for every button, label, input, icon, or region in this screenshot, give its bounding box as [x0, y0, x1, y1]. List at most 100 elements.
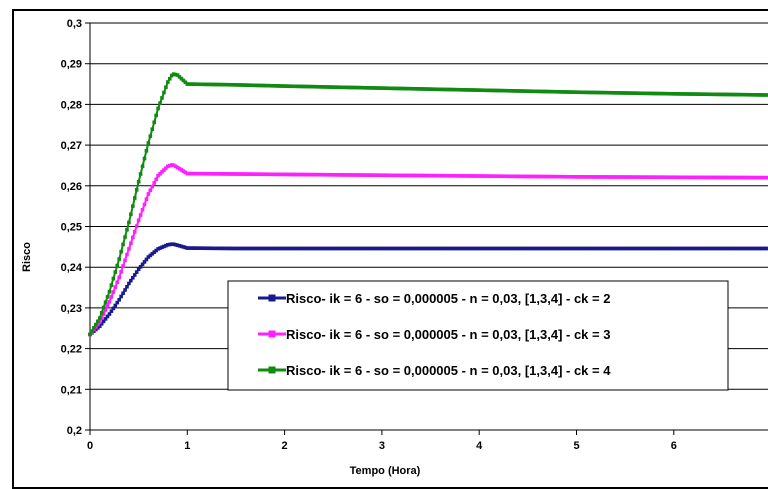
data-point — [751, 246, 756, 251]
data-point — [395, 246, 400, 251]
data-point — [298, 84, 302, 89]
data-point — [461, 174, 466, 178]
data-point — [675, 175, 680, 180]
data-point — [321, 85, 326, 89]
data-point — [761, 175, 766, 180]
data-point — [201, 246, 205, 251]
data-point — [415, 87, 419, 91]
data-point — [689, 92, 694, 96]
data-point — [169, 73, 174, 78]
data-point — [734, 246, 738, 251]
data-point — [107, 299, 112, 304]
data-point — [590, 90, 594, 95]
data-point — [648, 175, 653, 179]
data-point — [311, 172, 316, 177]
data-point — [374, 86, 378, 90]
data-point — [726, 175, 731, 180]
data-point — [105, 314, 110, 319]
data-point — [94, 322, 98, 327]
data-point — [173, 164, 178, 169]
data-point — [485, 88, 489, 93]
data-point — [644, 246, 649, 251]
data-point — [173, 72, 178, 77]
data-point — [724, 246, 729, 251]
x-tick-label: 2 — [282, 440, 288, 452]
data-point — [652, 246, 657, 251]
data-point — [697, 175, 701, 180]
data-point — [755, 93, 760, 97]
data-point — [477, 88, 481, 92]
data-point — [559, 246, 563, 251]
data-point — [502, 174, 507, 179]
data-point — [598, 246, 602, 251]
data-point — [483, 174, 487, 178]
data-point — [286, 84, 291, 88]
data-point — [588, 90, 592, 95]
data-point — [366, 173, 371, 177]
data-point — [109, 283, 114, 287]
data-point — [117, 275, 121, 280]
data-point — [333, 246, 337, 251]
legend: Risco- ik = 6 - so = 0,000005 - n = 0,03… — [227, 280, 729, 391]
data-point — [650, 246, 655, 251]
data-point — [555, 89, 559, 94]
data-point — [716, 175, 721, 180]
data-point — [364, 173, 369, 177]
data-point — [469, 174, 474, 178]
data-point — [664, 175, 668, 180]
data-point — [734, 175, 738, 180]
data-point — [693, 246, 698, 251]
data-point — [166, 243, 170, 247]
data-point — [631, 175, 635, 179]
data-point — [350, 85, 355, 90]
data-point — [638, 175, 643, 179]
data-point — [90, 329, 94, 333]
data-point — [753, 93, 758, 97]
data-point — [580, 90, 585, 95]
data-point — [356, 173, 361, 177]
data-point — [251, 83, 256, 88]
data-point — [730, 175, 734, 180]
data-point — [707, 175, 711, 180]
data-point — [300, 84, 304, 89]
x-tick-label: 3 — [379, 440, 385, 452]
data-point — [765, 93, 768, 97]
data-point — [269, 172, 273, 177]
data-point — [613, 175, 618, 179]
data-point — [276, 246, 281, 251]
data-point — [138, 213, 143, 217]
data-point — [156, 247, 160, 251]
data-point — [436, 173, 441, 178]
data-point — [712, 246, 717, 251]
data-point — [514, 246, 518, 251]
data-point — [757, 93, 762, 97]
data-point — [646, 246, 651, 251]
data-point — [615, 91, 620, 95]
legend-item: Risco- ik = 6 - so = 0,000005 - n = 0,03… — [258, 291, 610, 306]
data-point — [426, 246, 431, 251]
series-1 — [88, 242, 768, 337]
data-point — [142, 156, 147, 161]
data-point — [385, 246, 390, 251]
data-point — [757, 175, 762, 180]
data-point — [191, 246, 195, 250]
data-point — [666, 246, 670, 251]
data-point — [255, 83, 260, 88]
data-point — [257, 246, 262, 251]
data-point — [434, 87, 439, 92]
data-point — [158, 246, 162, 250]
data-point — [742, 92, 746, 97]
data-point — [288, 246, 293, 251]
data-point — [753, 175, 758, 180]
data-point — [97, 324, 102, 329]
data-point — [662, 175, 666, 180]
data-point — [747, 246, 752, 251]
data-point — [290, 172, 295, 177]
data-point — [280, 246, 285, 251]
data-point — [586, 246, 590, 251]
data-point — [650, 175, 655, 179]
data-point — [123, 258, 127, 263]
data-point — [329, 85, 334, 89]
data-point — [214, 82, 219, 87]
data-point — [467, 174, 472, 178]
